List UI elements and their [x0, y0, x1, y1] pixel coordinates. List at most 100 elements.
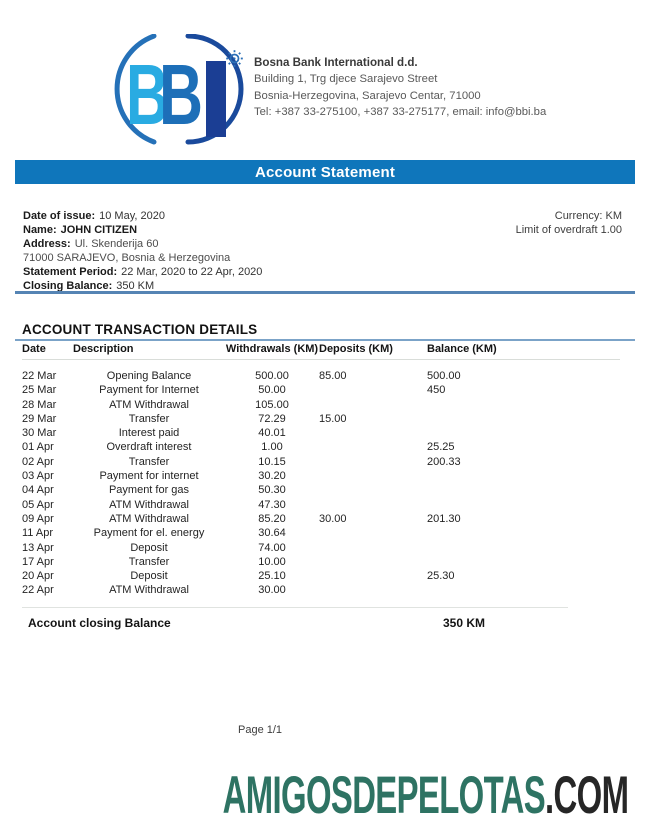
cell-bal: 500.00 — [427, 370, 461, 382]
gear-icon — [226, 50, 243, 67]
cell-date: 25 Mar — [22, 384, 57, 397]
divider-thin — [15, 339, 635, 341]
table-row: 29 Mar Transfer 72.29 15.00 — [22, 412, 620, 426]
closing-balance-row-value: 350 KM — [443, 616, 486, 630]
table-row: 09 Apr ATM Withdrawal 85.20 30.00 201.30 — [22, 512, 620, 526]
cell-dep — [319, 483, 427, 497]
col-header-description: Description — [73, 342, 225, 360]
cell-wd: 30.64 — [258, 527, 286, 540]
cell-desc: Deposit — [130, 541, 168, 554]
cell-dep — [319, 498, 427, 512]
cell-date: 04 Apr — [22, 484, 54, 497]
cell-dep — [319, 455, 427, 469]
table-row: 01 Apr Overdraft interest 1.00 25.25 — [22, 440, 620, 454]
bank-name: Bosna Bank International d.d. — [254, 56, 418, 69]
cell-bal — [427, 583, 620, 597]
table-row: 04 Apr Payment for gas 50.30 — [22, 483, 620, 497]
cell-date: 17 Apr — [22, 555, 54, 568]
cell-wd: 74.00 — [258, 541, 286, 554]
watermark-site-name: AMIGOSDEPELOTAS — [222, 766, 545, 825]
cell-date: 22 Mar — [22, 370, 57, 382]
cell-desc: ATM Withdrawal — [109, 584, 189, 597]
cell-dep — [319, 383, 427, 397]
cell-date: 22 Apr — [22, 584, 54, 597]
table-row: 13 Apr Deposit 74.00 — [22, 541, 620, 555]
cell-bal: 25.30 — [427, 570, 455, 583]
cell-wd: 47.30 — [258, 498, 286, 511]
cell-dep — [319, 440, 427, 454]
currency-line: Currency: KM — [554, 210, 622, 222]
cell-bal — [427, 555, 620, 569]
cell-date: 30 Mar — [22, 427, 57, 440]
table-row: 28 Mar ATM Withdrawal 105.00 — [22, 398, 620, 412]
cell-date: 13 Apr — [22, 541, 54, 554]
transaction-table: Date Description Withdrawals (KM) Deposi… — [22, 342, 620, 598]
address-line2: 71000 SARAJEVO, Bosnia & Herzegovina — [23, 252, 231, 264]
cell-bal: 450 — [427, 384, 446, 397]
col-header-deposits: Deposits (KM) — [319, 342, 427, 360]
table-row: 22 Apr ATM Withdrawal 30.00 — [22, 583, 620, 597]
cell-desc: Transfer — [128, 412, 170, 425]
col-header-withdrawals: Withdrawals (KM) — [225, 342, 319, 360]
statement-period-line: Statement Period: 22 Mar, 2020 to 22 Apr,… — [23, 266, 263, 278]
cell-date: 02 Apr — [22, 455, 54, 468]
cell-date: 20 Apr — [22, 570, 54, 583]
cell-bal: 200.33 — [427, 455, 461, 468]
cell-date: 29 Mar — [22, 412, 57, 425]
cell-wd: 10.15 — [258, 455, 286, 468]
cell-desc: Deposit — [130, 570, 168, 583]
transaction-table-body: 22 Mar Opening Balance 500.00 85.00 500.00 25… — [22, 360, 620, 598]
cell-wd: 72.29 — [258, 412, 286, 425]
cell-wd: 1.00 — [261, 441, 283, 454]
table-row: 17 Apr Transfer 10.00 — [22, 555, 620, 569]
cell-wd: 30.00 — [258, 584, 286, 597]
bbi-bank-logo: B B — [114, 34, 244, 145]
cell-desc: Payment for gas — [108, 484, 190, 497]
cell-wd: 50.30 — [258, 484, 286, 497]
cell-dep: 30.00 — [319, 512, 347, 525]
cell-dep — [319, 583, 427, 597]
cell-bal — [427, 412, 620, 426]
cell-desc: ATM Withdrawal — [109, 498, 189, 511]
cell-wd: 500.00 — [255, 370, 289, 382]
overdraft-line: Limit of overdraft 1.00 — [515, 224, 622, 236]
logo-letter-i — [206, 61, 226, 137]
cell-desc: Payment for internet — [99, 470, 199, 483]
logo-letter-b1: B — [126, 48, 169, 143]
cell-desc: Transfer — [128, 455, 170, 468]
bank-address-line2: Bosnia-Herzegovina, Sarajevo Centar, 710… — [254, 89, 481, 102]
cell-date: 01 Apr — [22, 441, 54, 454]
table-row: 22 Mar Opening Balance 500.00 85.00 500.00 — [22, 360, 620, 384]
cell-bal: 25.25 — [427, 441, 455, 454]
bank-contact-line: Tel: +387 33-275100, +387 33-275177, ema… — [254, 105, 547, 118]
statement-info-left: Date of issue: 10 May, 2020 Name: JOHN CIT… — [23, 209, 262, 293]
cell-wd: 40.01 — [258, 427, 286, 440]
cell-wd: 105.00 — [255, 398, 289, 411]
cell-date: 03 Apr — [22, 470, 54, 483]
page-title: Account Statement — [254, 163, 396, 181]
date-of-issue-line: Date of issue: 10 May, 2020 — [23, 210, 165, 222]
cell-bal — [427, 483, 620, 497]
cell-date: 11 Apr — [22, 527, 53, 540]
watermark: AMIGOSDEPELOTAS.COM — [222, 769, 628, 822]
cell-wd: 10.00 — [258, 555, 286, 568]
cell-bal — [427, 469, 620, 483]
cell-dep — [319, 526, 427, 540]
cell-desc: Interest paid — [118, 427, 180, 440]
address-line: Address: Ul. Skenderija 60 — [23, 238, 159, 250]
table-row: 02 Apr Transfer 10.15 200.33 — [22, 455, 620, 469]
divider-faint — [22, 607, 568, 608]
cell-date: 09 Apr — [22, 512, 54, 525]
closing-balance-row-label: Account closing Balance — [28, 616, 171, 630]
cell-bal: 201.30 — [427, 512, 461, 525]
title-bar: Account Statement — [15, 160, 635, 184]
bank-address-line1: Building 1, Trg djece Sarajevo Street — [254, 73, 438, 86]
cell-dep — [319, 541, 427, 555]
cell-desc: Overdraft interest — [106, 441, 192, 454]
cell-dep — [319, 469, 427, 483]
col-header-date: Date — [22, 342, 73, 360]
closing-balance-line: Closing Balance: 350 KM — [23, 280, 155, 292]
table-row: 05 Apr ATM Withdrawal 47.30 — [22, 498, 620, 512]
cell-desc: Transfer — [128, 555, 170, 568]
table-row: 11 Apr Payment for el. energy 30.64 — [22, 526, 620, 540]
